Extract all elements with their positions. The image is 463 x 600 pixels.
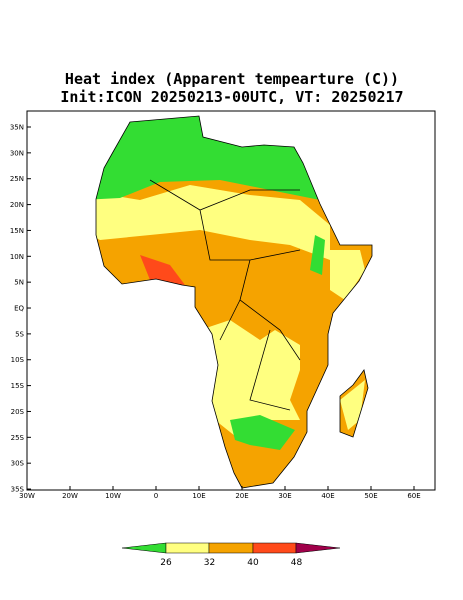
lat-tick-label: 25S bbox=[11, 434, 25, 442]
subtitle: Init:ICON 20250213-00UTC, VT: 20250217 bbox=[60, 88, 403, 106]
lon-tick-label: 60E bbox=[407, 492, 420, 500]
lat-tick-label: 30N bbox=[10, 149, 24, 157]
lat-tick-label: 35N bbox=[10, 124, 24, 132]
lon-tick-label: 30W bbox=[19, 492, 35, 500]
lon-tick-label: 20E bbox=[235, 492, 248, 500]
lon-tick-label: 10W bbox=[105, 492, 121, 500]
title: Heat index (Apparent tempearture (C)) bbox=[65, 70, 399, 88]
lon-tick-label: 50E bbox=[364, 492, 377, 500]
lat-tick-label: 15N bbox=[10, 227, 24, 235]
coastline bbox=[95, 115, 373, 489]
colorbar-labels: 26 32 40 48 bbox=[160, 558, 302, 568]
lat-tick-label: 5N bbox=[14, 279, 24, 287]
colorbar bbox=[121, 542, 341, 554]
colorbar-label: 40 bbox=[247, 558, 259, 568]
lat-tick-label: 35S bbox=[11, 486, 25, 494]
lon-tick-label: 0 bbox=[154, 492, 158, 500]
colorbar-label: 26 bbox=[160, 558, 172, 568]
lat-tick-label: 20N bbox=[10, 201, 24, 209]
lat-tick-label: 25N bbox=[10, 175, 24, 183]
lat-axis: 35N 30N 25N 20N 15N 10N 5N EQ 5S 10S 15S 20S 25S 30S 3… bbox=[10, 124, 31, 494]
colorbar-label: 32 bbox=[204, 558, 215, 568]
lon-tick-label: 40E bbox=[321, 492, 334, 500]
lat-tick-label: 15S bbox=[11, 382, 25, 390]
lat-tick-label: EQ bbox=[14, 305, 24, 313]
lat-tick-label: 5S bbox=[15, 330, 24, 338]
lat-tick-label: 10S bbox=[11, 356, 25, 364]
lon-axis: 30W 20W 10W 0 10E 20E 30E 40E 50E 60E bbox=[19, 486, 421, 500]
lat-tick-label: 30S bbox=[11, 460, 25, 468]
lon-tick-label: 20W bbox=[62, 492, 78, 500]
lon-tick-label: 10E bbox=[192, 492, 205, 500]
colorbar-label: 48 bbox=[291, 558, 303, 568]
lat-tick-label: 10N bbox=[10, 253, 24, 261]
lon-tick-label: 30E bbox=[278, 492, 291, 500]
lat-tick-label: 20S bbox=[11, 408, 25, 416]
